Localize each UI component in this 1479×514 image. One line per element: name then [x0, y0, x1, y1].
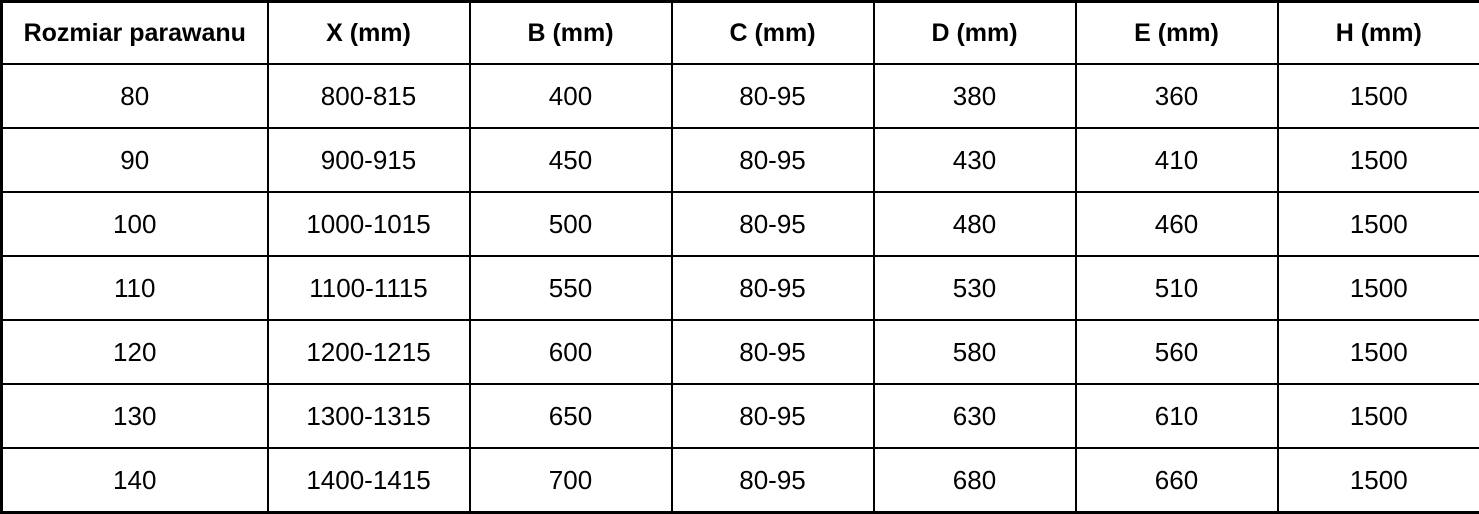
table-cell: 1400-1415 [268, 448, 470, 513]
table-cell: 1100-1115 [268, 256, 470, 320]
table-cell: 100 [2, 192, 268, 256]
table-cell: 560 [1076, 320, 1278, 384]
table-row: 130 1300-1315 650 80-95 630 610 1500 [2, 384, 1479, 448]
table-cell: 80-95 [672, 192, 874, 256]
column-header-b-mm: B (mm) [470, 2, 672, 65]
table-cell: 1300-1315 [268, 384, 470, 448]
table-cell: 900-915 [268, 128, 470, 192]
table-cell: 80-95 [672, 384, 874, 448]
table-cell: 360 [1076, 64, 1278, 128]
table-cell: 1000-1015 [268, 192, 470, 256]
table-cell: 800-815 [268, 64, 470, 128]
table-cell: 400 [470, 64, 672, 128]
table-cell: 700 [470, 448, 672, 513]
table-cell: 80-95 [672, 64, 874, 128]
table-cell: 460 [1076, 192, 1278, 256]
table-cell: 500 [470, 192, 672, 256]
table-cell: 1500 [1278, 192, 1479, 256]
table-cell: 510 [1076, 256, 1278, 320]
table-cell: 140 [2, 448, 268, 513]
column-header-d-mm: D (mm) [874, 2, 1076, 65]
table-cell: 680 [874, 448, 1076, 513]
column-header-x-mm: X (mm) [268, 2, 470, 65]
table-cell: 80-95 [672, 448, 874, 513]
table-cell: 120 [2, 320, 268, 384]
table-cell: 1500 [1278, 320, 1479, 384]
table-cell: 1500 [1278, 64, 1479, 128]
table-cell: 480 [874, 192, 1076, 256]
table-cell: 450 [470, 128, 672, 192]
table-cell: 600 [470, 320, 672, 384]
table-cell: 130 [2, 384, 268, 448]
column-header-h-mm: H (mm) [1278, 2, 1479, 65]
table-cell: 630 [874, 384, 1076, 448]
table-cell: 1500 [1278, 256, 1479, 320]
table-cell: 530 [874, 256, 1076, 320]
table-cell: 1200-1215 [268, 320, 470, 384]
table-cell: 110 [2, 256, 268, 320]
table-cell: 80-95 [672, 320, 874, 384]
table-cell: 80 [2, 64, 268, 128]
table-cell: 80-95 [672, 128, 874, 192]
table-row: 100 1000-1015 500 80-95 480 460 1500 [2, 192, 1479, 256]
table-cell: 610 [1076, 384, 1278, 448]
table-cell: 650 [470, 384, 672, 448]
table-cell: 580 [874, 320, 1076, 384]
table-cell: 430 [874, 128, 1076, 192]
table-cell: 1500 [1278, 384, 1479, 448]
table-cell: 1500 [1278, 448, 1479, 513]
table-cell: 90 [2, 128, 268, 192]
header-row: Rozmiar parawanu X (mm) B (mm) C (mm) D … [2, 2, 1479, 65]
table-cell: 410 [1076, 128, 1278, 192]
table-cell: 380 [874, 64, 1076, 128]
table-cell: 1500 [1278, 128, 1479, 192]
column-header-c-mm: C (mm) [672, 2, 874, 65]
table-cell: 550 [470, 256, 672, 320]
table-cell: 80-95 [672, 256, 874, 320]
table-row: 110 1100-1115 550 80-95 530 510 1500 [2, 256, 1479, 320]
table-row: 90 900-915 450 80-95 430 410 1500 [2, 128, 1479, 192]
table-row: 120 1200-1215 600 80-95 580 560 1500 [2, 320, 1479, 384]
table-row: 80 800-815 400 80-95 380 360 1500 [2, 64, 1479, 128]
column-header-e-mm: E (mm) [1076, 2, 1278, 65]
table-row: 140 1400-1415 700 80-95 680 660 1500 [2, 448, 1479, 513]
column-header-rozmiar-parawanu: Rozmiar parawanu [2, 2, 268, 65]
table-cell: 660 [1076, 448, 1278, 513]
